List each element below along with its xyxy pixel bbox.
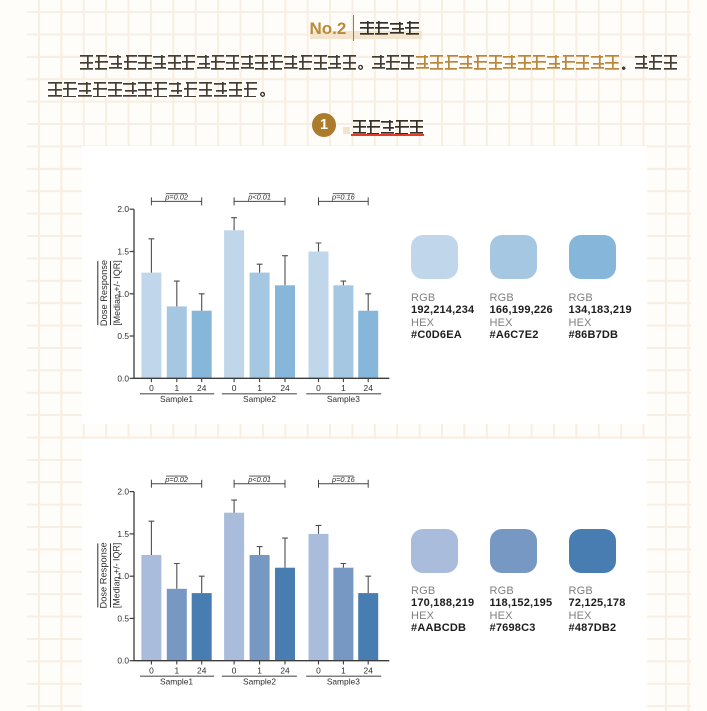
svg-text:1: 1 (341, 383, 346, 393)
svg-text:p=0.16: p=0.16 (331, 192, 356, 201)
svg-text:p=0.16: p=0.16 (331, 475, 356, 484)
svg-text:p<0.01: p<0.01 (247, 475, 271, 484)
svg-text:1: 1 (174, 666, 179, 676)
svg-text:0.5: 0.5 (117, 331, 129, 341)
svg-text:24: 24 (280, 666, 290, 676)
svg-text:0: 0 (232, 666, 237, 676)
svg-text:[Median +/- IQR]: [Median +/- IQR] (111, 543, 121, 608)
svg-text:0: 0 (149, 383, 154, 393)
svg-text:0: 0 (316, 383, 321, 393)
svg-text:Sample1: Sample1 (160, 677, 193, 687)
svg-text:0.0: 0.0 (117, 656, 129, 666)
svg-text:Dose Response: Dose Response (98, 542, 108, 608)
svg-text:1: 1 (341, 666, 346, 676)
svg-text:24: 24 (197, 383, 207, 393)
svg-text:1.5: 1.5 (117, 247, 129, 257)
svg-text:Sample1: Sample1 (160, 394, 193, 404)
svg-text:Sample2: Sample2 (243, 677, 276, 687)
svg-text:p=0.02: p=0.02 (164, 192, 188, 201)
svg-text:24: 24 (280, 383, 290, 393)
svg-text:0: 0 (149, 666, 154, 676)
svg-text:[Median +/- IQR]: [Median +/- IQR] (112, 260, 122, 325)
svg-text:0: 0 (316, 666, 321, 676)
svg-text:Dose Response: Dose Response (99, 260, 109, 326)
svg-text:24: 24 (364, 383, 374, 393)
svg-text:0.5: 0.5 (117, 613, 129, 623)
svg-text:p<0.01: p<0.01 (247, 192, 271, 201)
svg-text:Sample3: Sample3 (327, 677, 360, 687)
svg-text:1.0: 1.0 (117, 289, 129, 299)
svg-text:2.0: 2.0 (117, 204, 129, 214)
svg-text:2.0: 2.0 (117, 487, 129, 497)
svg-text:1: 1 (257, 666, 262, 676)
svg-text:Sample2: Sample2 (243, 394, 276, 404)
svg-text:Sample3: Sample3 (327, 394, 360, 404)
svg-text:24: 24 (197, 666, 207, 676)
svg-text:1.0: 1.0 (117, 571, 129, 581)
svg-text:1: 1 (174, 383, 179, 393)
svg-text:1: 1 (257, 383, 262, 393)
svg-text:1.5: 1.5 (117, 529, 129, 539)
svg-text:0.0: 0.0 (117, 373, 129, 383)
svg-text:p=0.02: p=0.02 (164, 475, 188, 484)
svg-text:24: 24 (364, 666, 374, 676)
svg-text:0: 0 (232, 383, 237, 393)
